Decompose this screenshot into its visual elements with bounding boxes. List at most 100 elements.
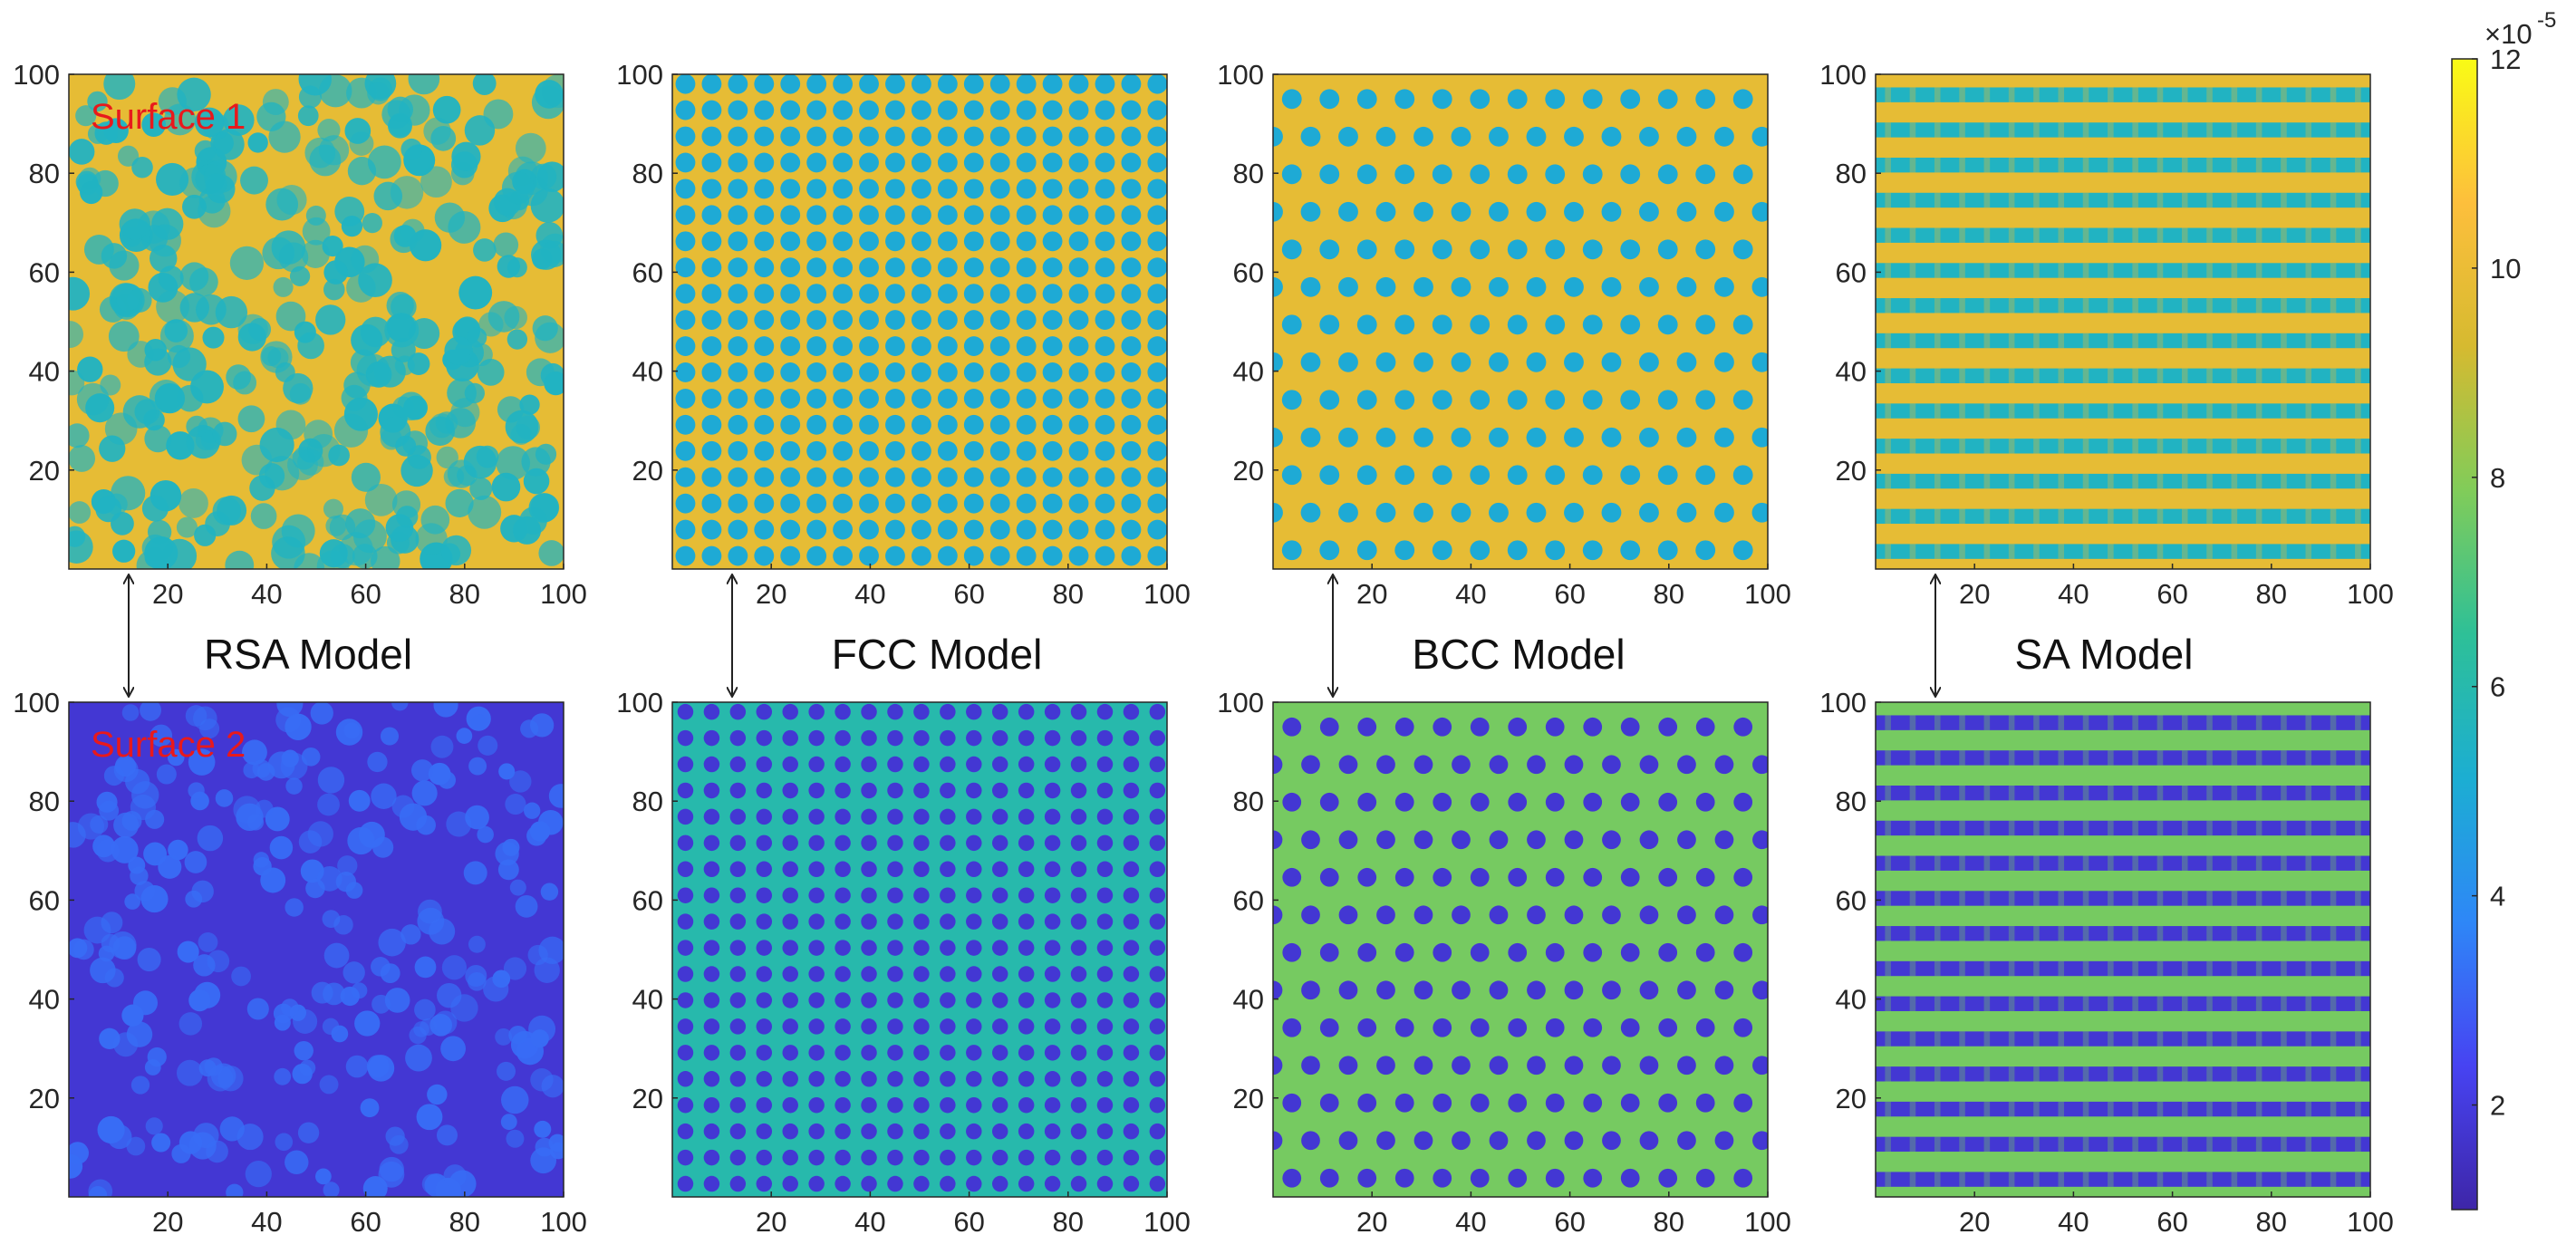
heatmap-spot bbox=[913, 756, 930, 773]
heatmap-spot bbox=[1016, 362, 1037, 382]
heatmap-spot bbox=[285, 898, 304, 917]
heatmap-spot bbox=[400, 924, 421, 945]
heatmap-spot bbox=[505, 410, 539, 444]
heatmap-stripe-gap bbox=[2156, 403, 2164, 419]
x-tick-label: 40 bbox=[251, 578, 282, 610]
heatmap-spot bbox=[1018, 1175, 1035, 1192]
heatmap-spot bbox=[1096, 1018, 1114, 1035]
heatmap-spot bbox=[1300, 126, 1321, 147]
heatmap-spot bbox=[1470, 390, 1491, 410]
heatmap-stripe-gap bbox=[2231, 1066, 2238, 1082]
heatmap-spot bbox=[861, 756, 877, 773]
heatmap-stripe-gap bbox=[2355, 1172, 2361, 1187]
y-tick-label: 20 bbox=[1836, 455, 1867, 487]
heatmap-stripe-gap bbox=[2058, 1172, 2065, 1187]
heatmap-spot bbox=[913, 1123, 930, 1140]
heatmap-stripe-gap bbox=[2231, 158, 2238, 173]
heatmap-spot bbox=[1564, 830, 1584, 850]
heatmap-stripe-gap bbox=[1885, 960, 1891, 977]
heatmap-spot bbox=[1695, 942, 1715, 962]
heatmap-spot bbox=[1527, 980, 1546, 1000]
heatmap-stripe-gap bbox=[2305, 368, 2312, 383]
heatmap-spot bbox=[756, 966, 773, 982]
heatmap-spot bbox=[1149, 913, 1166, 930]
heatmap-stripe-gap bbox=[2132, 891, 2138, 906]
heatmap-spot bbox=[835, 940, 851, 956]
heatmap-spot bbox=[1042, 388, 1063, 409]
heatmap-spot bbox=[311, 981, 333, 1004]
heatmap-stripe-gap bbox=[1934, 333, 1941, 349]
heatmap-spot bbox=[1489, 352, 1509, 372]
heatmap-spot bbox=[1096, 834, 1114, 852]
heatmap-spot bbox=[1732, 390, 1753, 410]
heatmap-spot bbox=[1096, 756, 1114, 773]
heatmap-spot bbox=[651, 966, 667, 981]
heatmap-spot bbox=[703, 729, 720, 747]
heatmap-spot bbox=[701, 388, 722, 409]
heatmap-spot bbox=[937, 519, 958, 540]
heatmap-spot bbox=[861, 1096, 877, 1114]
heatmap-stripe-gap bbox=[2255, 508, 2262, 525]
heatmap-spot bbox=[297, 105, 319, 127]
heatmap-spot bbox=[1394, 717, 1414, 737]
heatmap-stripe-gap bbox=[2355, 439, 2361, 454]
heatmap-spot bbox=[754, 336, 775, 356]
heatmap-spot bbox=[833, 388, 854, 409]
heatmap-spot bbox=[729, 1175, 747, 1192]
heatmap-spot bbox=[1096, 808, 1114, 825]
heatmap-spot bbox=[677, 1149, 694, 1166]
heatmap-spot bbox=[1042, 545, 1063, 566]
heatmap-spot bbox=[833, 100, 854, 121]
heatmap-spot bbox=[69, 501, 92, 524]
heatmap-spot bbox=[323, 942, 350, 969]
heatmap-stripe-gap bbox=[2108, 473, 2114, 489]
heatmap-spot bbox=[887, 1123, 903, 1140]
heatmap-spot bbox=[1676, 126, 1697, 147]
heatmap-spot bbox=[121, 811, 142, 831]
heatmap-spot bbox=[202, 326, 225, 349]
heatmap-spot bbox=[440, 535, 472, 566]
heatmap-spot bbox=[1357, 717, 1377, 737]
heatmap-spot bbox=[1714, 126, 1734, 147]
heatmap-spot bbox=[185, 890, 203, 908]
heatmap-spot bbox=[1123, 1149, 1140, 1166]
heatmap-spot bbox=[913, 940, 930, 956]
heatmap-spot bbox=[1657, 390, 1678, 410]
heatmap-stripe-gap bbox=[1959, 403, 1965, 419]
x-tick-label: 40 bbox=[854, 1206, 885, 1238]
heatmap-spot bbox=[1527, 1131, 1546, 1151]
heatmap-stripe bbox=[1876, 786, 2370, 801]
heatmap-spot bbox=[991, 808, 1008, 825]
heatmap-stripe-gap bbox=[2008, 368, 2015, 383]
heatmap-stripe-gap bbox=[1934, 192, 1941, 208]
heatmap-spot bbox=[966, 1149, 982, 1166]
heatmap-spot bbox=[885, 440, 905, 461]
heatmap-spot bbox=[911, 178, 931, 199]
heatmap-spot bbox=[677, 1175, 694, 1192]
heatmap-spot bbox=[729, 992, 747, 1008]
heatmap-spot bbox=[1147, 519, 1167, 540]
heatmap-spot bbox=[1044, 1123, 1061, 1140]
heatmap-stripe-gap bbox=[2305, 473, 2312, 489]
heatmap-spot bbox=[1356, 164, 1377, 185]
heatmap-spot bbox=[963, 545, 984, 566]
heatmap-spot bbox=[913, 1149, 930, 1166]
x-tick-label: 40 bbox=[1455, 1206, 1486, 1238]
heatmap-stripe-gap bbox=[2082, 1031, 2089, 1047]
heatmap-stripe-gap bbox=[2156, 996, 2164, 1011]
heatmap-spot bbox=[1432, 89, 1452, 110]
heatmap-spot bbox=[95, 496, 122, 523]
heatmap-stripe-gap bbox=[2108, 855, 2114, 871]
heatmap-spot bbox=[728, 336, 748, 356]
heatmap-spot bbox=[806, 126, 827, 147]
heatmap-spot bbox=[331, 1025, 349, 1043]
heatmap-spot bbox=[483, 976, 509, 1002]
heatmap-stripe-gap bbox=[1885, 1172, 1891, 1187]
heatmap-stripe-gap bbox=[2231, 368, 2238, 383]
heatmap-spot bbox=[1070, 1071, 1087, 1087]
heatmap-spot bbox=[782, 782, 798, 799]
heatmap-spot bbox=[1044, 966, 1061, 982]
heatmap-spot bbox=[1620, 540, 1641, 561]
heatmap-stripe-gap bbox=[2305, 926, 2312, 941]
heatmap-spot bbox=[1300, 201, 1321, 222]
